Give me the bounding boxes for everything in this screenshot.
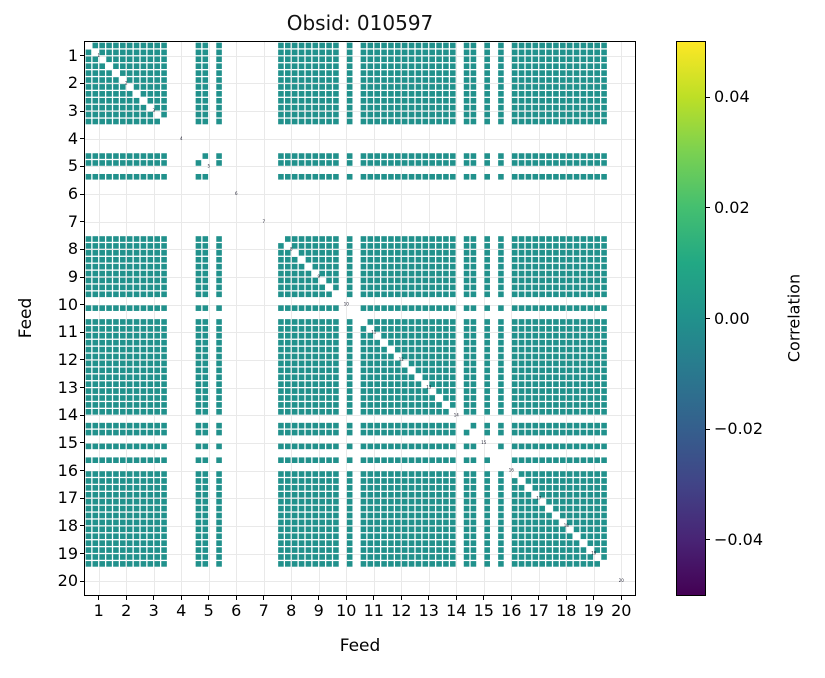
colorbar-tick-label: 0.02 xyxy=(714,197,750,217)
y-tick-label: 14 xyxy=(57,405,78,425)
x-tick-label: 6 xyxy=(231,601,242,620)
y-tick-label: 8 xyxy=(67,239,78,259)
x-tick-label: 12 xyxy=(391,601,412,620)
x-tick-label: 2 xyxy=(121,601,132,620)
colorbar-tick-mark xyxy=(706,428,710,430)
x-tick-mark xyxy=(208,596,210,600)
x-tick-label: 10 xyxy=(336,601,357,620)
y-tick-mark xyxy=(80,525,84,527)
x-tick-label: 11 xyxy=(363,601,384,620)
x-tick-label: 20 xyxy=(611,601,632,620)
y-tick-label: 7 xyxy=(67,211,78,231)
x-tick-label: 1 xyxy=(93,601,104,620)
colorbar-tick-label: −0.02 xyxy=(714,419,764,439)
x-tick-mark xyxy=(345,596,347,600)
y-tick-mark xyxy=(80,580,84,582)
x-tick-mark xyxy=(400,596,402,600)
y-tick-label: 16 xyxy=(57,460,78,480)
colorbar-label: Correlation xyxy=(784,273,804,363)
y-tick-mark xyxy=(80,248,84,250)
x-tick-label: 5 xyxy=(203,601,214,620)
y-tick-mark xyxy=(80,138,84,140)
y-tick-label: 5 xyxy=(67,156,78,176)
colorbar-tick-mark xyxy=(706,207,710,209)
y-tick-label: 11 xyxy=(57,322,78,342)
x-tick-mark xyxy=(180,596,182,600)
y-tick-mark xyxy=(80,497,84,499)
y-tick-label: 3 xyxy=(67,101,78,121)
y-tick-mark xyxy=(80,221,84,223)
y-tick-mark xyxy=(80,553,84,555)
colorbar xyxy=(676,41,706,596)
y-tick-label: 10 xyxy=(57,294,78,314)
x-tick-mark xyxy=(538,596,540,600)
y-tick-mark xyxy=(80,55,84,57)
colorbar-tick-mark xyxy=(706,539,710,541)
y-tick-label: 1 xyxy=(67,45,78,65)
x-tick-mark xyxy=(235,596,237,600)
y-tick-mark xyxy=(80,470,84,472)
y-tick-mark xyxy=(80,193,84,195)
x-tick-label: 18 xyxy=(556,601,577,620)
y-tick-label: 2 xyxy=(67,73,78,93)
x-tick-label: 4 xyxy=(176,601,187,620)
x-tick-label: 8 xyxy=(286,601,297,620)
y-tick-label: 4 xyxy=(67,128,78,148)
x-tick-mark xyxy=(153,596,155,600)
y-tick-mark xyxy=(80,331,84,333)
x-tick-mark xyxy=(373,596,375,600)
x-tick-label: 19 xyxy=(583,601,604,620)
y-tick-label: 18 xyxy=(57,515,78,535)
x-tick-mark xyxy=(98,596,100,600)
colorbar-tick-label: 0.04 xyxy=(714,87,750,107)
x-tick-mark xyxy=(593,596,595,600)
y-tick-mark xyxy=(80,110,84,112)
y-tick-label: 12 xyxy=(57,349,78,369)
y-tick-mark xyxy=(80,276,84,278)
x-tick-mark xyxy=(510,596,512,600)
x-tick-mark xyxy=(125,596,127,600)
chart-title: Obsid: 010597 xyxy=(286,11,434,35)
y-tick-label: 20 xyxy=(57,571,78,591)
y-tick-mark xyxy=(80,387,84,389)
x-tick-label: 16 xyxy=(501,601,522,620)
x-tick-label: 17 xyxy=(528,601,549,620)
x-tick-mark xyxy=(455,596,457,600)
x-tick-mark xyxy=(290,596,292,600)
y-tick-label: 9 xyxy=(67,267,78,287)
y-tick-mark xyxy=(80,414,84,416)
heatmap-plot xyxy=(84,41,636,596)
y-tick-label: 13 xyxy=(57,377,78,397)
x-tick-label: 13 xyxy=(418,601,439,620)
x-tick-label: 3 xyxy=(148,601,159,620)
x-tick-mark xyxy=(318,596,320,600)
x-tick-mark xyxy=(263,596,265,600)
x-tick-mark xyxy=(428,596,430,600)
x-tick-label: 14 xyxy=(446,601,467,620)
x-axis-label: Feed xyxy=(339,636,381,656)
x-tick-label: 15 xyxy=(473,601,494,620)
colorbar-tick-mark xyxy=(706,318,710,319)
colorbar-tick-label: −0.04 xyxy=(714,529,764,549)
y-tick-label: 17 xyxy=(57,488,78,508)
x-tick-mark xyxy=(483,596,485,600)
x-tick-mark xyxy=(620,596,622,600)
colorbar-tick-mark xyxy=(706,96,710,98)
y-tick-mark xyxy=(80,165,84,167)
y-tick-mark xyxy=(80,304,84,306)
x-tick-label: 7 xyxy=(258,601,269,620)
heatmap-canvas xyxy=(85,42,635,595)
y-tick-mark xyxy=(80,442,84,444)
y-tick-label: 15 xyxy=(57,432,78,452)
y-tick-mark xyxy=(80,359,84,361)
y-tick-label: 19 xyxy=(57,543,78,563)
y-tick-mark xyxy=(80,82,84,84)
x-tick-mark xyxy=(565,596,567,600)
colorbar-tick-label: 0.00 xyxy=(714,308,750,328)
x-tick-label: 9 xyxy=(313,601,324,620)
y-tick-label: 6 xyxy=(67,184,78,204)
